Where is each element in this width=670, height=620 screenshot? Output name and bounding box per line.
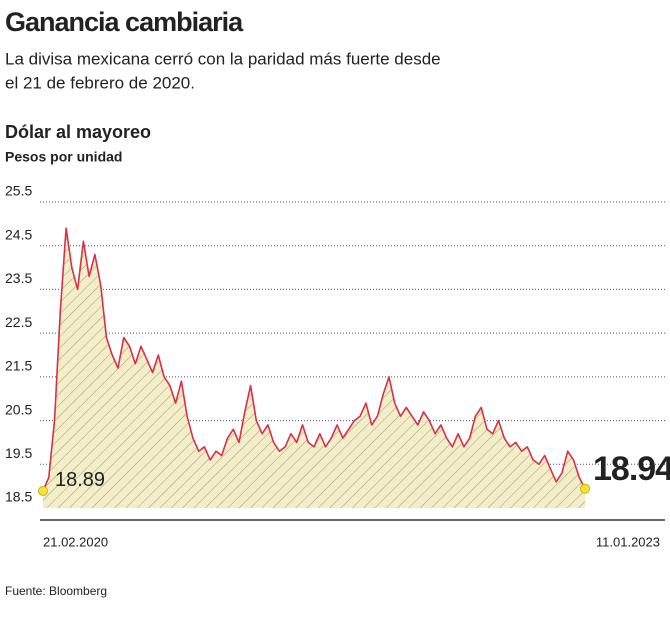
chart-title: Dólar al mayoreo xyxy=(5,122,151,142)
subtitle: el 21 de febrero de 2020. xyxy=(5,73,195,92)
y-tick-label: 18.5 xyxy=(5,489,32,505)
y-tick-label: 19.5 xyxy=(5,445,32,461)
line xyxy=(42,227,586,492)
y-tick-label: 24.5 xyxy=(5,226,32,242)
y-tick-label: 21.5 xyxy=(5,358,32,374)
x-tick-label: 11.01.2023 xyxy=(596,534,660,549)
axis-label: Pesos por unidad xyxy=(5,149,122,165)
end-point xyxy=(580,483,590,494)
end-point xyxy=(38,485,48,496)
data-label: 18.94 xyxy=(593,450,670,488)
y-tick-label: 20.5 xyxy=(5,401,32,417)
data-label: 18.89 xyxy=(55,469,105,491)
subtitle: La divisa mexicana cerró con la paridad … xyxy=(5,49,441,68)
area-hatch xyxy=(43,228,585,508)
y-tick-label: 22.5 xyxy=(5,314,32,330)
y-tick-label: 25.5 xyxy=(5,183,32,199)
x-tick-label: 21.02.2020 xyxy=(43,534,108,549)
y-tick-label: 23.5 xyxy=(5,270,32,286)
source: Fuente: Bloomberg xyxy=(5,584,107,598)
title: Ganancia cambiaria xyxy=(5,7,244,37)
